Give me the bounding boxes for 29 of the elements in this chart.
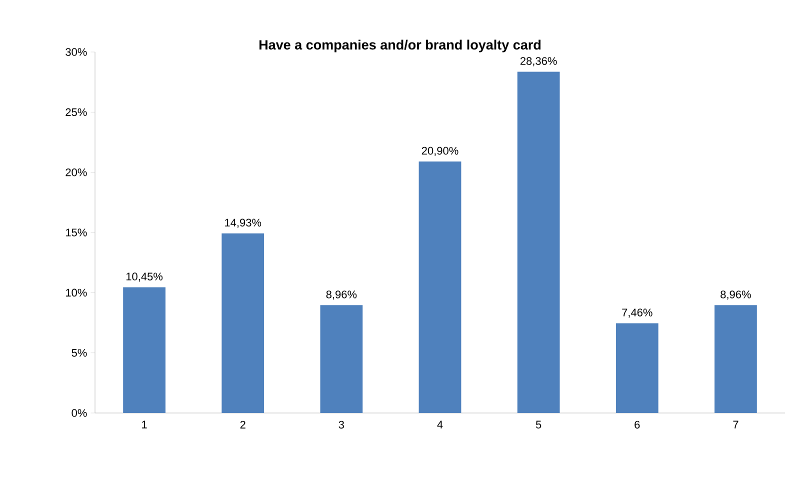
x-tick-label: 4 <box>437 420 443 428</box>
x-tick-label: 7 <box>733 420 738 428</box>
bar <box>714 305 757 413</box>
data-label: 7,46% <box>622 308 652 318</box>
y-tick-label: 30% <box>66 48 87 56</box>
x-tick-label: 6 <box>634 420 640 429</box>
y-tick-label: 25% <box>66 108 87 116</box>
bar <box>517 72 560 413</box>
y-tick-label: 15% <box>66 228 87 236</box>
data-label: 14,93% <box>225 218 262 228</box>
chart-title: Have a companies and/or brand loyalty card <box>259 40 541 52</box>
y-tick-label: 0% <box>72 409 87 417</box>
data-label: 8,96% <box>720 290 751 300</box>
x-tick-label: 1 <box>142 420 147 428</box>
x-tick-label: 5 <box>536 420 542 428</box>
data-label: 20,90% <box>422 146 458 156</box>
bar <box>418 162 462 413</box>
bar <box>320 305 363 413</box>
bar <box>123 287 166 413</box>
y-tick-label: 10% <box>66 288 87 297</box>
x-tick-label: 2 <box>240 420 246 428</box>
bar <box>222 233 264 413</box>
y-tick-label: 5% <box>72 348 87 357</box>
data-label: 8,96% <box>326 290 357 300</box>
bar <box>616 323 658 413</box>
data-label: 28,36% <box>520 57 557 66</box>
x-tick-label: 3 <box>338 420 344 429</box>
data-label: 10,45% <box>126 272 163 282</box>
y-tick-label: 20% <box>66 168 87 176</box>
